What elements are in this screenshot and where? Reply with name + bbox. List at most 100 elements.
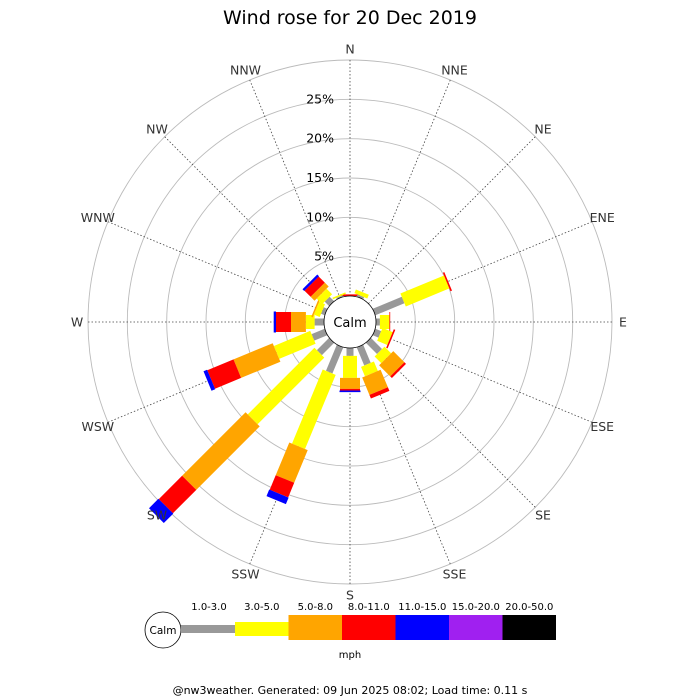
- ring-label-25%: 25%: [306, 91, 334, 106]
- bar-e-3.0-5.0: [379, 315, 390, 329]
- legend-label-20.0-50.0: 20.0-50.0: [505, 602, 553, 613]
- bar-sw-1.0-3.0: [316, 337, 335, 356]
- speed-legend: Calm mph 1.0-3.0 3.0-5.0 5.0-8.0 8.0-11.0 11…: [144, 602, 556, 661]
- calm-label: Calm: [333, 316, 366, 331]
- bar-s-3.0-5.0: [343, 355, 357, 378]
- bar-ssw-5.0-8.0: [275, 442, 308, 483]
- bar-w-11.0-15.0: [273, 311, 276, 333]
- ring-3: [205, 177, 495, 467]
- bar-ese-8.0-11.0: [386, 329, 396, 349]
- legend-calm-label: Calm: [150, 625, 177, 637]
- bar-nnw-1.0-3.0: [336, 295, 344, 300]
- bar-nw-3.0-5.0: [316, 288, 333, 305]
- dir-label-sse: SSE: [443, 567, 467, 582]
- bar-s-8.0-11.0: [340, 388, 360, 391]
- wind-bars: [149, 272, 452, 523]
- bar-wsw-11.0-15.0: [203, 369, 216, 391]
- legend-label-3.0-5.0: 3.0-5.0: [244, 602, 279, 613]
- dir-label-nnw: NNW: [230, 62, 261, 77]
- ring-label-15%: 15%: [306, 170, 334, 185]
- dir-label-nne: NNE: [441, 62, 468, 77]
- calm-circle: [323, 295, 377, 349]
- spoke-nne: [359, 79, 451, 299]
- legend-swatch-3.0-5.0: [235, 622, 289, 636]
- spoke-ne: [368, 136, 536, 304]
- bar-e-8.0-11.0: [389, 312, 391, 332]
- bar-nne-1.0-3.0: [356, 294, 365, 300]
- spoke-nnw: [249, 79, 341, 299]
- bar-nw-8.0-11.0: [304, 276, 325, 297]
- legend-swatch-11.0-15.0: [395, 615, 449, 640]
- legend-unit-label: mph: [339, 650, 361, 661]
- ring-label-10%: 10%: [306, 209, 334, 224]
- bar-sw-11.0-15.0: [149, 498, 174, 523]
- bar-ene-3.0-5.0: [400, 275, 450, 307]
- dir-label-wnw: WNW: [81, 210, 115, 225]
- bar-s-11.0-15.0: [339, 390, 361, 393]
- ring-2: [244, 216, 456, 428]
- legend-label-11.0-15.0: 11.0-15.0: [398, 602, 446, 613]
- ring-label-5%: 5%: [314, 249, 334, 264]
- legend-label-8.0-11.0: 8.0-11.0: [348, 602, 390, 613]
- bar-nw-1.0-3.0: [324, 296, 335, 307]
- bar-ssw-1.0-3.0: [326, 344, 344, 374]
- legend-label-5.0-8.0: 5.0-8.0: [298, 602, 333, 613]
- bar-se-5.0-8.0: [379, 351, 405, 377]
- spoke-wnw: [107, 221, 327, 313]
- bar-se-1.0-3.0: [365, 337, 382, 354]
- bar-ssw-3.0-5.0: [292, 369, 336, 449]
- legend-swatch-20.0-50.0: [502, 615, 556, 640]
- bar-wnw-5.0-8.0: [311, 298, 321, 318]
- dir-label-w: W: [71, 315, 83, 330]
- bar-se-8.0-11.0: [390, 362, 406, 378]
- dir-label-sw: SW: [147, 508, 167, 523]
- bar-n-8.0-11.0: [340, 294, 360, 296]
- bar-se-3.0-5.0: [374, 346, 392, 364]
- spoke-ese: [373, 331, 593, 423]
- bar-sse-8.0-11.0: [369, 387, 390, 399]
- bar-sw-5.0-8.0: [182, 412, 260, 490]
- bar-ssw-11.0-15.0: [266, 489, 289, 505]
- bar-s-1.0-3.0: [346, 348, 354, 356]
- bar-wnw-1.0-3.0: [321, 307, 328, 316]
- dir-label-wsw: WSW: [81, 419, 114, 434]
- ring-labels: 5% 10% 15% 20% 25%: [306, 91, 334, 263]
- dir-label-n: N: [345, 42, 354, 57]
- bar-wsw-8.0-11.0: [207, 359, 242, 389]
- dir-label-e: E: [619, 315, 627, 330]
- bar-w-3.0-5.0: [305, 315, 315, 329]
- bar-wsw-1.0-3.0: [311, 328, 328, 341]
- ring-label-20%: 20%: [306, 131, 334, 146]
- bar-e-1.0-3.0: [376, 318, 380, 326]
- chart-title: Wind rose for 20 Dec 2019: [223, 7, 477, 29]
- bar-nw-11.0-15.0: [302, 274, 319, 291]
- direction-labels: N NNE NE ENE E ESE SE SSE S SSW SW WSW W WNW NW NNW: [71, 42, 627, 603]
- bar-ese-3.0-5.0: [377, 327, 393, 345]
- legend-label-1.0-3.0: 1.0-3.0: [191, 602, 226, 613]
- bar-wsw-5.0-8.0: [233, 343, 281, 378]
- bar-sw-3.0-5.0: [247, 347, 325, 425]
- legend-swatch-5.0-8.0: [288, 615, 342, 640]
- bar-nnw-3.0-5.0: [332, 292, 346, 300]
- dir-label-s: S: [346, 588, 354, 603]
- bar-sse-1.0-3.0: [356, 344, 371, 366]
- legend-swatch-15.0-20.0: [449, 615, 503, 640]
- dir-label-ene: ENE: [590, 210, 615, 225]
- legend-label-15.0-20.0: 15.0-20.0: [452, 602, 500, 613]
- bar-ene-8.0-11.0: [442, 272, 452, 292]
- bar-ene-1.0-3.0: [372, 296, 405, 316]
- bar-sse-5.0-8.0: [362, 369, 388, 395]
- bar-s-5.0-8.0: [340, 377, 360, 389]
- dir-label-nw: NW: [146, 122, 168, 137]
- bar-w-5.0-8.0: [291, 312, 306, 332]
- bar-nw-5.0-8.0: [310, 282, 329, 301]
- ring-4: [166, 138, 534, 506]
- dir-label-ssw: SSW: [231, 567, 259, 582]
- legend-swatch-8.0-11.0: [342, 615, 396, 640]
- bar-ssw-8.0-11.0: [269, 475, 295, 498]
- bar-w-1.0-3.0: [314, 318, 324, 326]
- bar-sw-8.0-11.0: [158, 475, 197, 514]
- dir-label-se: SE: [535, 508, 551, 523]
- bar-nne-3.0-5.0: [354, 289, 369, 299]
